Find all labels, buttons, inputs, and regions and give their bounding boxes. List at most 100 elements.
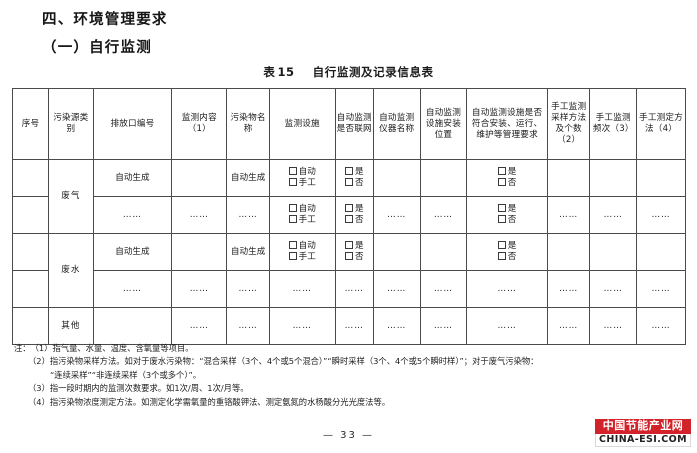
cell-index: [11, 159, 50, 197]
cell-pollutant-name: ……: [226, 196, 270, 234]
cell-monitor-content: [171, 159, 228, 197]
checkbox-manual-label: 手工: [298, 252, 316, 262]
cell-auto-compliance-checkboxes[interactable]: 是 否: [466, 196, 548, 234]
cell-auto-networked: ……: [334, 270, 374, 308]
page-number: — 33 —: [322, 430, 375, 441]
cell-manual-method: ……: [636, 196, 686, 234]
col-header-monitor-content: 监测内容（1）: [171, 88, 228, 160]
cell-manual-sampling: [546, 233, 591, 271]
cell-index: [11, 233, 50, 271]
col-header-manual-frequency: 手工监测频次（3）: [589, 88, 638, 160]
note-text-2: 指污染物采样方法。如对于废水污染物：“混合采样（3个、4个或5个混合）”“瞬时采…: [49, 356, 539, 367]
cell-auto-instrument-name: ……: [372, 270, 421, 308]
cell-auto-instrument-name: ……: [372, 307, 421, 345]
col-header-auto-compliance: 自动监测设施是否符合安装、运行、维护等管理要求: [466, 88, 548, 160]
checkbox-no[interactable]: [497, 252, 506, 260]
cell-manual-sampling: ……: [546, 307, 591, 345]
notes-label: 注：: [14, 343, 31, 353]
cell-auto-install-position: [419, 159, 468, 197]
watermark-cn-text: 中国节能产业网: [595, 419, 691, 435]
col-header-manual-sampling: 手工监测采样方法及个数（2）: [546, 88, 591, 160]
cell-auto-install-position: ……: [419, 270, 468, 308]
checkbox-manual-label: 手工: [298, 178, 316, 188]
cell-monitor-content: [171, 233, 228, 271]
cell-auto-networked-checkboxes[interactable]: 是 否: [334, 233, 374, 271]
checkbox-no[interactable]: [344, 252, 353, 260]
table-caption: 表 15 自行监测及记录信息表: [0, 64, 697, 80]
cell-monitor-facility-checkboxes[interactable]: 自动 手工: [268, 196, 336, 234]
checkbox-yes[interactable]: [344, 241, 353, 249]
note-item: （3） 指一段时期内的监测次数要求。如1次/周、1次/月等。: [14, 382, 686, 395]
checkbox-no-label: 否: [354, 178, 364, 188]
cell-monitor-facility: ……: [268, 270, 336, 308]
cell-source-type-waste-water: 废水: [48, 233, 94, 308]
cell-auto-instrument-name: [372, 159, 421, 197]
table-caption-label: 表: [263, 65, 276, 79]
checkbox-yes-label: 是: [354, 167, 364, 177]
checkbox-yes[interactable]: [344, 204, 353, 212]
cell-auto-compliance-checkboxes[interactable]: 是 否: [466, 233, 548, 271]
col-header-monitor-facility: 监测设施: [268, 88, 336, 160]
col-header-source-type: 污染源类别: [48, 88, 94, 160]
table-row: 其他 …… …… …… …… …… …… …… …… …… ……: [11, 307, 686, 345]
cell-manual-sampling: ……: [546, 270, 591, 308]
note-item: 注： （1） 指气量、水量、温度、含氧量等项目。: [14, 342, 686, 355]
checkbox-yes-label: 是: [354, 204, 364, 214]
checkbox-no-label: 否: [354, 252, 364, 262]
cell-monitor-content: ……: [171, 307, 228, 345]
checkbox-no[interactable]: [344, 215, 353, 223]
checkbox-yes[interactable]: [344, 167, 353, 175]
checkbox-no[interactable]: [497, 178, 506, 186]
cell-manual-sampling: ……: [546, 196, 591, 234]
checkbox-manual[interactable]: [288, 178, 297, 186]
checkbox-auto[interactable]: [288, 167, 297, 175]
cell-monitor-facility: ……: [268, 307, 336, 345]
cell-monitor-facility-checkboxes[interactable]: 自动 手工: [268, 233, 336, 271]
cell-outlet-no: ……: [92, 270, 173, 308]
cell-auto-install-position: ……: [419, 307, 468, 345]
note-index-1: （1）: [30, 343, 53, 353]
table-row: 废气 自动生成 自动生成 自动 手工 是 否 是: [11, 159, 686, 234]
checkbox-auto-label: 自动: [298, 167, 316, 177]
cell-auto-networked-checkboxes[interactable]: 是 否: [334, 196, 374, 234]
cell-manual-frequency: [589, 159, 638, 197]
checkbox-yes[interactable]: [497, 204, 506, 212]
cell-pollutant-name: 自动生成: [226, 233, 270, 271]
cell-index: [11, 270, 50, 308]
checkbox-manual-label: 手工: [298, 215, 316, 225]
checkbox-no-label: 否: [507, 215, 517, 225]
cell-outlet-no: [92, 307, 173, 345]
checkbox-manual[interactable]: [288, 252, 297, 260]
note-text-3: 指一段时期内的监测次数要求。如1次/周、1次/月等。: [49, 383, 249, 394]
cell-auto-compliance-checkboxes[interactable]: 是 否: [466, 159, 548, 197]
cell-auto-install-position: [419, 233, 468, 271]
col-header-auto-networked: 自动监测是否联网: [334, 88, 374, 160]
checkbox-auto[interactable]: [288, 204, 297, 212]
cell-auto-networked-checkboxes[interactable]: 是 否: [334, 159, 374, 197]
checkbox-no[interactable]: [344, 178, 353, 186]
note-index-2: （2）: [28, 356, 50, 367]
note-index-3: （3）: [28, 383, 50, 394]
checkbox-no[interactable]: [497, 215, 506, 223]
cell-manual-frequency: ……: [589, 196, 638, 234]
cell-pollutant-name: ……: [226, 307, 270, 345]
note-item: （4） 指污染物浓度测定方法。如测定化学需氧量的重铬酸钾法、测定氨氮的水杨酸分光…: [14, 396, 686, 409]
cell-outlet-no: 自动生成: [92, 159, 173, 197]
table-caption-name: 自行监测及记录信息表: [312, 65, 434, 79]
cell-monitor-facility-checkboxes[interactable]: 自动 手工: [268, 159, 336, 197]
checkbox-manual[interactable]: [288, 215, 297, 223]
checkbox-yes[interactable]: [497, 167, 506, 175]
note-index-4: （4）: [28, 396, 50, 407]
page-title: 四、环境管理要求: [42, 12, 168, 28]
cell-manual-method: [636, 159, 686, 197]
cell-outlet-no: ……: [92, 196, 173, 234]
checkbox-yes[interactable]: [497, 241, 506, 249]
cell-monitor-content: ……: [171, 196, 228, 234]
checkbox-auto[interactable]: [288, 241, 297, 249]
col-header-manual-method: 手工测定方法（4）: [636, 88, 686, 160]
cell-manual-sampling: [546, 159, 591, 197]
cell-source-type-waste-gas: 废气: [48, 159, 94, 234]
cell-auto-instrument-name: [372, 233, 421, 271]
watermark-en-text: CHINA-ESI.COM: [595, 434, 691, 447]
checkbox-yes-label: 是: [507, 241, 517, 251]
